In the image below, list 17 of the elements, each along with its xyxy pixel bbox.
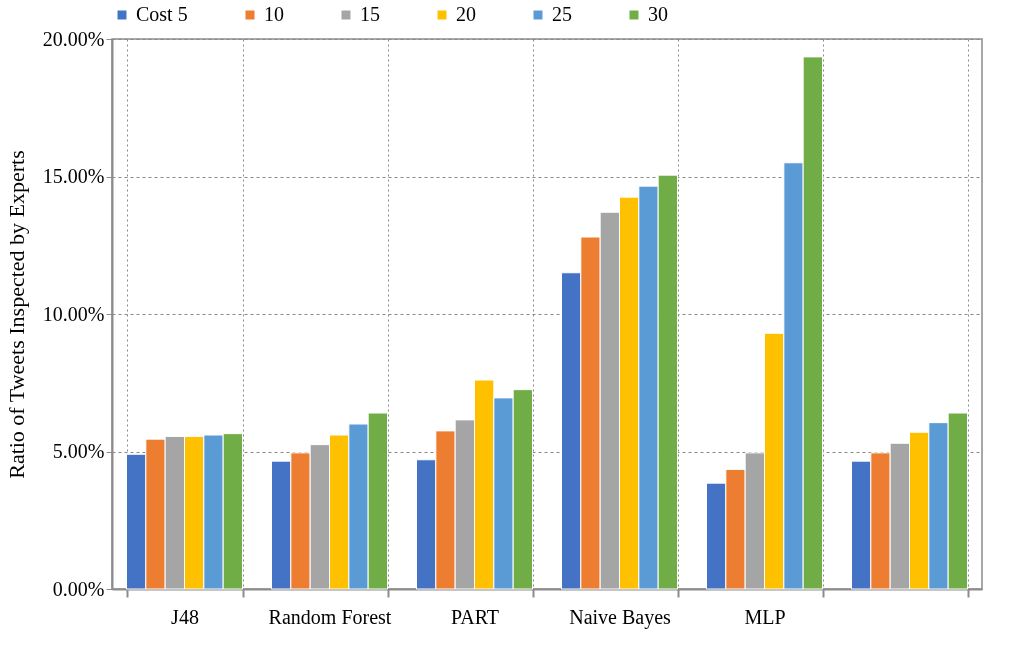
x-tick-label: Naive Bayes — [569, 605, 672, 629]
y-tick-label: 20.00% — [42, 27, 105, 50]
y-tick-label: 5.00% — [52, 440, 105, 462]
legend-label: 15 — [360, 3, 380, 25]
x-tick-label: MLP — [744, 605, 786, 628]
legend-label: 20 — [456, 3, 476, 25]
legend-label: 25 — [552, 3, 572, 25]
y-axis-title: Ratio of Tweets Inspected by Experts — [3, 150, 29, 479]
x-tick-label: J48 — [171, 605, 199, 628]
legend-label: 30 — [648, 3, 668, 25]
x-tick-label: Random Forest — [268, 605, 392, 628]
legend-label: 10 — [264, 3, 284, 25]
x-tick-label: PART — [450, 605, 500, 628]
y-tick-label: 15.00% — [42, 165, 105, 187]
y-tick-label: 10.00% — [42, 302, 105, 325]
y-tick-label: 0.00% — [52, 577, 105, 600]
legend-label: Cost 5 — [136, 3, 188, 25]
